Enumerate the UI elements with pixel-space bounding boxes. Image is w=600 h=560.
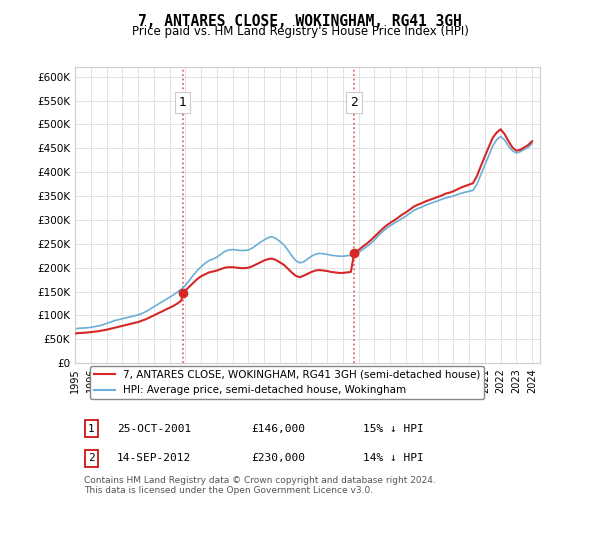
Text: 7, ANTARES CLOSE, WOKINGHAM, RG41 3GH: 7, ANTARES CLOSE, WOKINGHAM, RG41 3GH (138, 14, 462, 29)
Text: Price paid vs. HM Land Registry's House Price Index (HPI): Price paid vs. HM Land Registry's House … (131, 25, 469, 38)
Text: 25-OCT-2001: 25-OCT-2001 (117, 424, 191, 433)
Text: £146,000: £146,000 (252, 424, 306, 433)
Text: 14% ↓ HPI: 14% ↓ HPI (364, 453, 424, 463)
Text: 2: 2 (88, 453, 95, 463)
Text: £230,000: £230,000 (252, 453, 306, 463)
Text: 15% ↓ HPI: 15% ↓ HPI (364, 424, 424, 433)
Text: 14-SEP-2012: 14-SEP-2012 (117, 453, 191, 463)
Legend: 7, ANTARES CLOSE, WOKINGHAM, RG41 3GH (semi-detached house), HPI: Average price,: 7, ANTARES CLOSE, WOKINGHAM, RG41 3GH (s… (89, 366, 484, 399)
Text: 1: 1 (179, 96, 187, 109)
Text: 2: 2 (350, 96, 358, 109)
Text: Contains HM Land Registry data © Crown copyright and database right 2024.
This d: Contains HM Land Registry data © Crown c… (84, 475, 436, 495)
Text: 1: 1 (88, 424, 95, 433)
